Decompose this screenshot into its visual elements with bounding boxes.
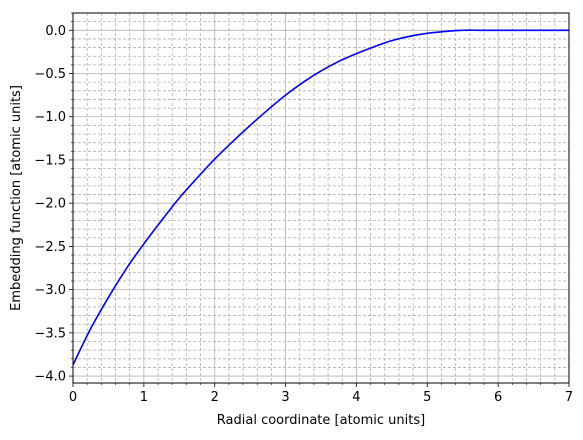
x-tick-label: 2 [211,390,219,405]
plot-frame [72,12,570,384]
y-tick-label: −3.0 [34,283,66,298]
y-tick-label: −2.5 [34,240,66,255]
y-tick-label: −4.0 [34,370,66,385]
x-tick-label: 7 [565,390,573,405]
x-axis-label: Radial coordinate [atomic units] [217,413,425,428]
x-tick-label: 3 [281,390,289,405]
x-tick-label: 4 [352,390,360,405]
y-tick-label: −1.0 [34,110,66,125]
y-tick-label: −3.5 [34,326,66,341]
y-tick-label: −0.5 [34,67,66,82]
x-tick-label: 6 [494,390,502,405]
x-tick-label: 5 [423,390,431,405]
y-axis-label: Embedding function [atomic units] [9,85,24,311]
x-tick-label: 0 [69,390,77,405]
ticks-layer: 0 1 2 3 4 5 6 7 0.0 −0.5 −1.0 −1.5 −2.0 −2.5 −3.0 −3.5 −… [34,12,573,405]
series-layer [72,29,569,366]
y-tick-label: −1.5 [34,153,66,168]
y-tick-label: 0.0 [45,24,66,39]
minor-grid [73,12,569,383]
y-tick-label: −2.0 [34,197,66,212]
x-tick-label: 1 [140,390,148,405]
series-line [72,29,569,366]
